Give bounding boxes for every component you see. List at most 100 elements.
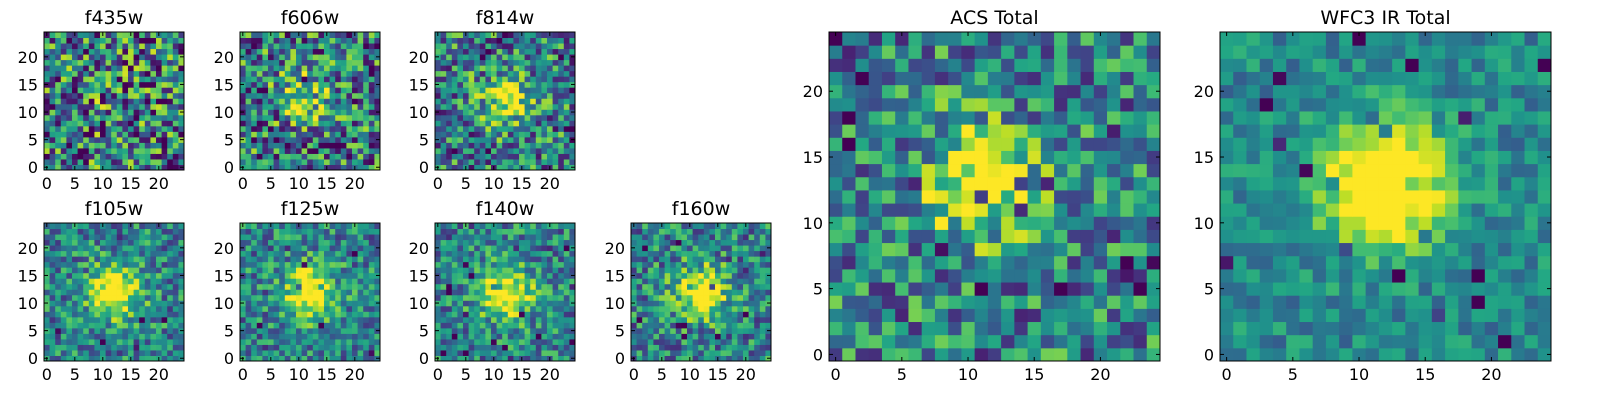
heatmap-cell [829, 347, 843, 362]
heatmap-cell [296, 344, 303, 351]
heatmap-cell [496, 59, 503, 66]
heatmap-cell [855, 150, 870, 165]
heatmap-cell [491, 76, 498, 83]
heatmap-cell [681, 250, 688, 257]
heatmap-cell [485, 76, 492, 83]
heatmap-cell [670, 267, 677, 274]
heatmap-cell [324, 70, 331, 77]
heatmap-cell [558, 283, 565, 290]
heatmap-cell [1040, 295, 1055, 309]
heatmap-cell [268, 120, 275, 127]
heatmap-cell [530, 245, 537, 252]
heatmap-cell [754, 305, 761, 312]
heatmap-cell [128, 261, 135, 268]
heatmap-cell [881, 229, 896, 244]
heatmap-cell [1146, 216, 1161, 230]
heatmap-cell [368, 261, 375, 268]
heatmap-cell [692, 278, 699, 285]
heatmap-cell [256, 327, 263, 334]
heatmap-cell [83, 136, 90, 143]
heatmap-cell [256, 294, 263, 301]
heatmap-cell [829, 216, 843, 230]
heatmap-cell [329, 98, 336, 105]
heatmap-cell [558, 272, 565, 279]
heatmap-cell [468, 316, 475, 323]
heatmap-cell [468, 355, 475, 362]
heatmap-cell [558, 322, 565, 329]
heatmap-cell [759, 338, 766, 345]
heatmap-cell [128, 43, 135, 50]
heatmap-cell [178, 37, 185, 44]
heatmap-cell [72, 267, 79, 274]
heatmap-cell [122, 142, 129, 149]
axes-frame [630, 222, 772, 362]
heatmap-cell [468, 294, 475, 301]
heatmap-cell [312, 54, 319, 61]
heatmap-cell [296, 54, 303, 61]
y-tick-label: 10 [409, 103, 429, 122]
heatmap-cell [66, 32, 73, 39]
heatmap-cell [88, 261, 95, 268]
heatmap-cell [709, 261, 716, 268]
heatmap-cell [457, 147, 464, 154]
heatmap-cell [284, 267, 291, 274]
heatmap-cell [1146, 321, 1161, 336]
heatmap-cell [368, 70, 375, 77]
heatmap-cell [496, 289, 503, 296]
heatmap-cell [122, 59, 129, 66]
heatmap-cell [726, 344, 733, 351]
heatmap-cell [172, 322, 179, 329]
heatmap-cell [161, 311, 168, 318]
heatmap-cell [1107, 321, 1121, 336]
heatmap-cell [440, 81, 447, 88]
heatmap-cell [961, 189, 976, 204]
heatmap-cell [1054, 229, 1068, 244]
heatmap-cell [116, 81, 123, 88]
heatmap-cell [496, 87, 503, 94]
heatmap-cell [363, 256, 370, 263]
heatmap-cell [139, 355, 146, 362]
heatmap-cell [133, 136, 140, 143]
heatmap-cell [435, 316, 442, 323]
heatmap-cell [279, 131, 286, 138]
heatmap-cell [346, 32, 353, 39]
heatmap-cell [675, 311, 682, 318]
heatmap-cell [435, 120, 442, 127]
heatmap-cell [519, 344, 526, 351]
heatmap-cell [1093, 295, 1108, 309]
heatmap-cell [703, 283, 710, 290]
heatmap-cell [329, 153, 336, 160]
heatmap-cell [642, 223, 649, 230]
heatmap-cell [139, 32, 146, 39]
heatmap-cell [329, 267, 336, 274]
heatmap-cell [88, 120, 95, 127]
heatmap-cell [161, 32, 168, 39]
heatmap-cell [324, 103, 331, 110]
heatmap-cell [647, 289, 654, 296]
heatmap-cell [346, 245, 353, 252]
heatmap-cell [268, 87, 275, 94]
heatmap-cell [457, 87, 464, 94]
heatmap-cell [83, 333, 90, 340]
heatmap-cell [524, 250, 531, 257]
heatmap-cell [479, 142, 486, 149]
heatmap-cell [558, 338, 565, 345]
heatmap-cell [55, 147, 62, 154]
heatmap-cell [479, 87, 486, 94]
heatmap-cell [150, 43, 157, 50]
heatmap-cell [547, 239, 554, 246]
heatmap-cell [100, 147, 107, 154]
heatmap-cell [524, 81, 531, 88]
x-tick-label: 20 [540, 174, 560, 193]
heatmap-cell [60, 147, 67, 154]
heatmap-cell [681, 228, 688, 235]
heatmap-cell [128, 65, 135, 72]
heatmap-cell [563, 338, 570, 345]
heatmap-cell [340, 37, 347, 44]
heatmap-cell [664, 272, 671, 279]
heatmap-cell [88, 355, 95, 362]
heatmap-cell [664, 267, 671, 274]
heatmap-cell [569, 283, 576, 290]
heatmap-cell [66, 65, 73, 72]
heatmap-cell [105, 76, 112, 83]
